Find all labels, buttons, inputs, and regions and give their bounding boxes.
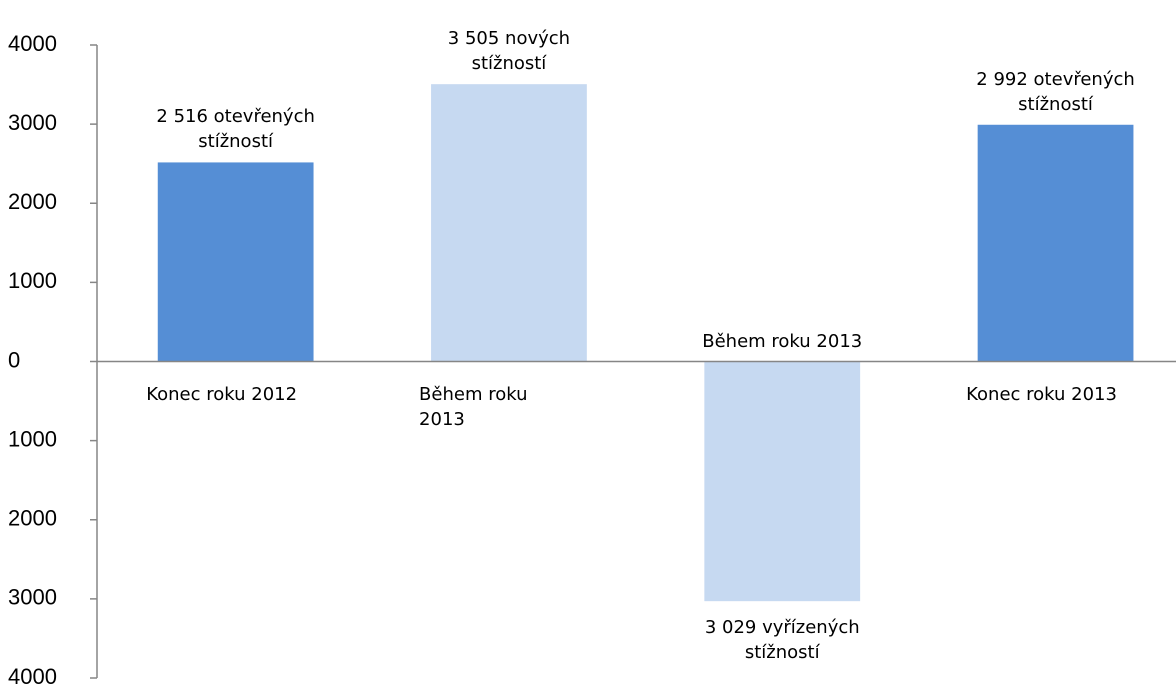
x-tick-label: Konec roku 2012 — [146, 383, 298, 405]
y-tick-label: 1000 — [8, 426, 57, 451]
value-label: 3 029 vyřízených stížností — [704, 617, 860, 664]
bar — [977, 124, 1134, 362]
y-tick-label: 4000 — [8, 31, 57, 56]
y-tick-label: 3000 — [8, 110, 57, 135]
x-tick-label: Během roku 2013 — [419, 383, 528, 430]
y-tick-label: 0 — [8, 347, 20, 372]
x-tick-label: Konec roku 2013 — [966, 383, 1117, 405]
bar — [157, 162, 314, 362]
value-label: 3 505 nových stížností — [447, 28, 571, 75]
y-tick-label: 1000 — [8, 268, 57, 293]
value-label: 2 992 otevřených stížností — [976, 68, 1135, 115]
x-tick-label: Během roku 2013 — [702, 330, 863, 352]
bar — [704, 361, 861, 602]
y-tick-label: 4000 — [8, 664, 57, 686]
y-tick-label: 2000 — [8, 189, 57, 214]
value-label: 2 516 otevřených stížností — [156, 106, 315, 153]
y-tick-label: 3000 — [8, 585, 57, 610]
bar — [431, 84, 587, 362]
y-tick-label: 2000 — [8, 506, 57, 531]
